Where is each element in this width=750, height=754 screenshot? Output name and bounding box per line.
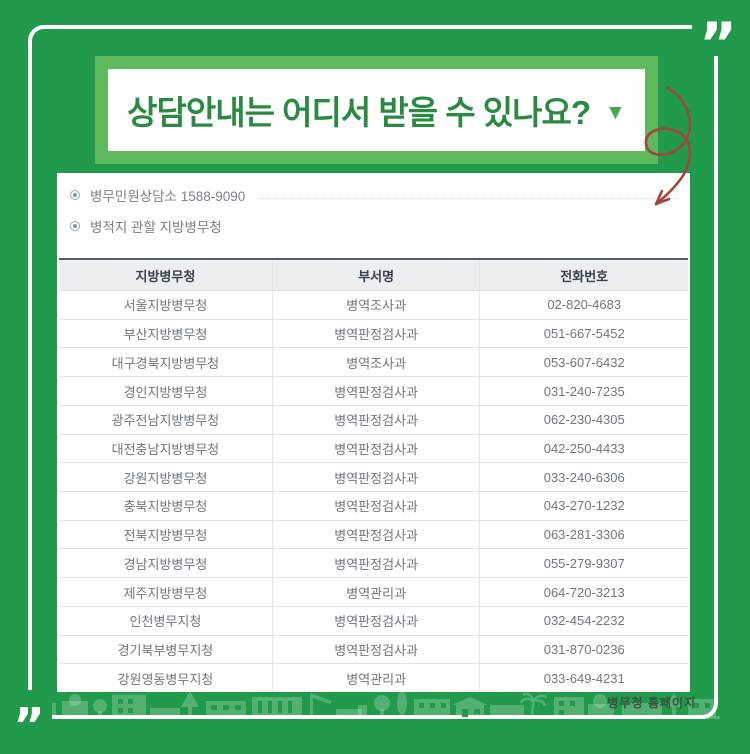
office-cell: 경남지방병무청 [59,549,273,578]
phone-cell: 033-240-6306 [543,469,625,485]
table-row: 부산지방병무청 병역판정검사과 051-667-5452 [59,319,688,349]
table-row: 경기북부병무지청 병역판정검사과 031-870-0236 [59,635,688,665]
department-cell: 병역판정검사과 [273,463,481,492]
phone-cell: 063-281-3306 [543,527,625,543]
phone-cell: 062-230-4305 [543,412,625,428]
office-cell: 경기북부병무지청 [59,635,273,664]
dotted-leader-line [259,197,678,199]
table-row: 강원지방병무청 병역판정검사과 033-240-6306 [59,463,688,493]
quote-glyph: ” [13,698,45,754]
phone-cell: 043-270-1232 [543,498,625,514]
watermark-text: 병무청 홈페이지 [607,696,696,710]
header-department: 부서명 [273,260,481,290]
phone-cell: 031-870-0236 [543,641,625,657]
department-cell: 병역판정검사과 [273,319,481,348]
phone-cell: 042-250-4433 [543,440,625,456]
header-office: 지방병무청 [59,260,273,290]
office-cell: 서울지방병무청 [59,291,273,319]
quote-mark-top-icon: ” [692,4,744,73]
department-cell: 병역판정검사과 [273,520,481,549]
phone-cell: 055-279-9307 [543,555,625,571]
bullet-text: 병무민원상담소 1588-9090 [90,188,246,204]
table-row: 대전충남지방병무청 병역판정검사과 042-250-4433 [59,434,688,464]
department-cell: 병역조사과 [273,291,481,319]
department-cell: 병역판정검사과 [273,434,481,463]
phone-cell: 02-820-4683 [547,297,622,313]
phone-cell: 053-607-6432 [543,354,625,370]
office-cell: 제주지방병무청 [59,578,273,606]
quote-glyph: ” [698,10,738,78]
bullet-text: 병적지 관할 지방병무청 [90,219,222,235]
content-panel: 병무민원상담소 1588-9090 병적지 관할 지방병무청 지방병무청 부서명… [57,173,690,693]
page-title: 상담안내는 어디서 받을 수 있나요? [127,94,591,131]
table-row: 충북지방병무청 병역판정검사과 043-270-1232 [59,492,688,521]
table-row: 전북지방병무청 병역판정검사과 063-281-3306 [59,520,688,550]
office-cell: 충북지방병무청 [59,492,273,520]
office-cell: 강원지방병무청 [59,463,273,492]
quote-mark-bottom-icon: ” [6,690,52,750]
phone-cell: 031-240-7235 [543,383,625,399]
city-skyline-illustration [30,691,720,719]
table-row: 대구경북지방병무청 병역조사과 053-607-6432 [59,348,688,378]
office-cell: 대구경북지방병무청 [59,348,273,377]
table-row: 제주지방병무청 병역관리과 064-720-3213 [59,578,688,607]
department-cell: 병역판정검사과 [273,635,481,664]
title-banner: 상담안내는 어디서 받을 수 있나요? ▼ [95,56,658,164]
office-cell: 광주전남지방병무청 [59,405,273,434]
table-row: 강원영동병무지청 병역관리과 033-649-4231 [59,664,688,693]
phone-cell: 064-720-3213 [543,584,625,600]
office-cell: 전북지방병무청 [59,520,273,549]
department-cell: 병역판정검사과 [273,405,481,434]
table-row: 서울지방병무청 병역조사과 02-820-4683 [59,291,688,320]
department-cell: 병역판정검사과 [273,492,481,520]
department-cell: 병역판정검사과 [273,377,481,405]
phone-cell: 032-454-2232 [543,613,625,629]
office-cell: 대전충남지방병무청 [59,434,273,463]
phone-cell: 033-649-4231 [543,670,625,686]
triangle-down-icon: ▼ [605,101,626,124]
office-cell: 부산지방병무청 [59,319,273,348]
list-item: 병무민원상담소 1588-9090 [57,179,690,210]
header-phone: 전화번호 [560,268,609,284]
card-border [28,25,718,719]
office-cell: 경인지방병무청 [59,377,273,405]
table-row: 인천병무지청 병역판정검사과 032-454-2232 [59,606,688,636]
table-row: 경인지방병무청 병역판정검사과 031-240-7235 [59,377,688,406]
title-inner-box: 상담안내는 어디서 받을 수 있나요? ▼ [108,69,645,151]
contact-table: 지방병무청 부서명 전화번호 서울지방병무청 병역조사과 02-820-4683 부산… [59,258,688,693]
department-cell: 병역관리과 [273,578,481,606]
department-cell: 병역판정검사과 [273,549,481,578]
table-header-row: 지방병무청 부서명 전화번호 [59,258,688,291]
hand-drawn-arrow-icon [644,86,692,206]
bullet-icon [70,189,80,200]
phone-cell: 051-667-5452 [543,326,625,342]
office-cell: 강원영동병무지청 [59,664,273,693]
office-cell: 인천병무지청 [59,606,273,635]
table-row: 광주전남지방병무청 병역판정검사과 062-230-4305 [59,405,688,435]
list-item: 병적지 관할 지방병무청 [57,210,690,241]
department-cell: 병역조사과 [273,348,481,377]
department-cell: 병역관리과 [273,664,481,693]
table-body: 서울지방병무청 병역조사과 02-820-4683 부산지방병무청 병역판정검사과 051… [59,291,688,693]
bullet-icon [70,220,80,231]
table-row: 경남지방병무청 병역판정검사과 055-279-9307 [59,549,688,579]
department-cell: 병역판정검사과 [273,606,481,635]
